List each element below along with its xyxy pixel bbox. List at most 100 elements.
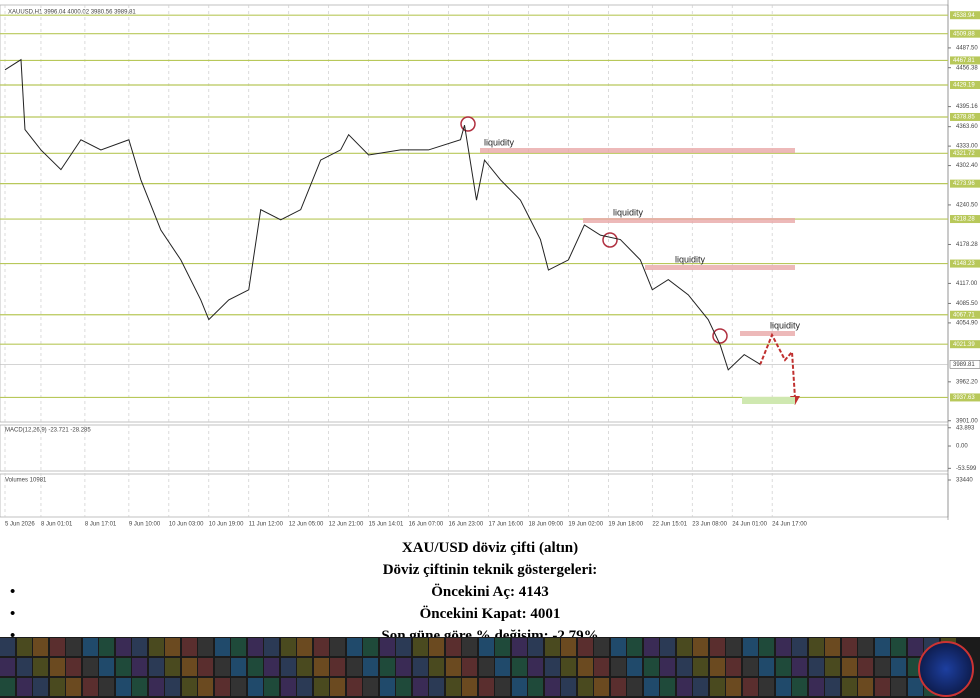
thumbnail <box>841 638 857 656</box>
caption-item: Öncekini Kapat: 4001 <box>0 603 980 625</box>
thumbnail <box>742 638 758 656</box>
caption-item: Öncekini Aç: 4143 <box>0 581 980 603</box>
forecast-arrow <box>759 332 796 399</box>
thumbnail <box>528 658 543 676</box>
thumbnail <box>82 658 98 676</box>
thumbnail <box>181 658 197 676</box>
thumbnail <box>462 678 477 696</box>
thumbnail <box>313 678 329 696</box>
thumbnail <box>660 678 675 696</box>
x-tick-label: 19 Jun 02:00 <box>568 522 603 528</box>
thumbnail <box>99 658 114 676</box>
level-label: 4467.81 <box>953 58 975 64</box>
thumbnail <box>280 658 296 676</box>
chart-bg <box>0 0 980 532</box>
level-label: 4067.71 <box>953 312 975 318</box>
thumbnail <box>544 638 560 656</box>
level-tag <box>950 80 980 89</box>
chart: XAUUSD,H1 3996.04 4000.02 3980.56 3989.8… <box>0 0 980 532</box>
thumbnail <box>33 678 48 696</box>
caption-subtitle: Döviz çiftinin teknik göstergeleri: <box>382 562 598 578</box>
level-tag <box>950 259 980 268</box>
target-zone <box>742 397 795 404</box>
thumbnail <box>16 678 32 696</box>
y-tick-label: 4117.00 <box>956 281 978 287</box>
thumbnail <box>577 638 593 656</box>
thumbnail <box>280 678 296 696</box>
thumbnail <box>759 658 774 676</box>
liquidity-zone <box>480 148 795 153</box>
x-tick-label: 15 Jun 14:01 <box>369 522 404 528</box>
thumbnail <box>858 658 873 676</box>
thumbnail <box>693 678 708 696</box>
thumbnail <box>247 658 263 676</box>
liquidity-zone <box>583 218 795 223</box>
thumbnail <box>396 678 411 696</box>
y-tick-label: 4178.28 <box>956 242 978 248</box>
thumbnail <box>49 678 65 696</box>
thumbnail <box>891 678 906 696</box>
thumbnail <box>330 638 345 656</box>
annotation: liquidity <box>613 207 644 217</box>
thumbnail <box>231 638 246 656</box>
thumbnail <box>643 638 659 656</box>
thumbnail <box>775 658 791 676</box>
y-tick-label: -53.599 <box>956 466 977 472</box>
thumbnail <box>99 678 114 696</box>
thumbnail <box>594 678 609 696</box>
thumbnail <box>445 638 461 656</box>
caption-title: XAU/USD döviz çifti (altın) <box>401 540 579 556</box>
thumbnail <box>544 678 560 696</box>
annotation: liquidity <box>770 320 801 330</box>
thumbnail <box>858 678 873 696</box>
thumbnail <box>841 678 857 696</box>
thumbnail <box>181 678 197 696</box>
thumbnail <box>759 638 774 656</box>
thumbnail <box>825 638 840 656</box>
thumbnail <box>511 678 527 696</box>
thumbnail <box>792 638 807 656</box>
thumbnail <box>412 678 428 696</box>
thumbnail <box>297 638 312 656</box>
level-tag <box>950 340 980 349</box>
thumbnail <box>577 678 593 696</box>
thumbnail <box>214 658 230 676</box>
thumbnail <box>709 658 725 676</box>
thumbnail <box>33 638 48 656</box>
thumbnail <box>66 678 81 696</box>
thumbnail <box>132 658 147 676</box>
x-tick-label: 8 Jun 17:01 <box>85 522 117 528</box>
thumbnail <box>49 658 65 676</box>
thumbnail-strip <box>0 637 980 698</box>
thumbnail <box>643 658 659 676</box>
thumbnail <box>363 638 378 656</box>
chart-header: XAUUSD,H1 3996.04 4000.02 3980.56 3989.8… <box>8 10 136 16</box>
x-tick-label: 24 Jun 01:00 <box>732 522 767 528</box>
thumbnail <box>726 678 741 696</box>
level-label: 4148.23 <box>953 261 975 267</box>
thumbnail <box>693 638 708 656</box>
y-tick-label: 4333.00 <box>956 144 978 150</box>
thumbnail <box>528 638 543 656</box>
y-tick-label: 4240.50 <box>956 202 978 208</box>
thumbnail <box>742 678 758 696</box>
thumbnail <box>478 678 494 696</box>
thumbnail <box>808 638 824 656</box>
thumbnail <box>891 658 906 676</box>
x-tick-label: 16 Jun 07:00 <box>409 522 444 528</box>
x-tick-label: 8 Jun 01:01 <box>41 522 73 528</box>
thumbnail <box>429 638 444 656</box>
x-tick-label: 19 Jun 18:00 <box>608 522 643 528</box>
thumbnail <box>396 638 411 656</box>
y-tick-label: 4302.40 <box>956 163 978 169</box>
thumbnail <box>0 638 15 656</box>
annotation: liquidity <box>484 137 515 147</box>
thumbnail <box>709 638 725 656</box>
level-label: 4429.19 <box>953 83 975 89</box>
thumbnail <box>775 638 791 656</box>
thumbnail <box>874 658 890 676</box>
level-label: 4321.72 <box>953 151 975 157</box>
thumbnail <box>198 678 213 696</box>
thumbnail <box>561 678 576 696</box>
thumbnail <box>165 638 180 656</box>
